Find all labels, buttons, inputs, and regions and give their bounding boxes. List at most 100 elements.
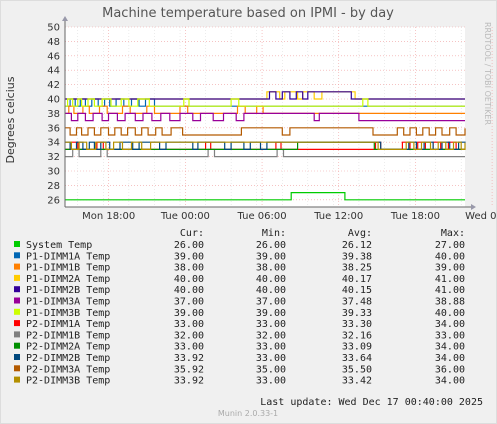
legend-value: 40.00 bbox=[435, 308, 465, 319]
legend-value: 26.00 bbox=[256, 240, 286, 251]
legend-value: 35.00 bbox=[256, 364, 286, 375]
y-axis-label: Degrees celcius bbox=[4, 76, 17, 163]
legend-value: 40.00 bbox=[256, 285, 286, 296]
legend-name: P1-DIMM2B Temp bbox=[26, 285, 110, 296]
legend-name: P2-DIMM2B Temp bbox=[26, 353, 110, 364]
x-tick-label: Tue 06:00 bbox=[237, 211, 287, 222]
legend-name: P2-DIMM3A Temp bbox=[26, 364, 110, 375]
y-tick-label: 32 bbox=[47, 152, 60, 163]
legend-swatch bbox=[14, 331, 20, 338]
legend-value: 38.00 bbox=[256, 263, 286, 274]
legend-value: 39.33 bbox=[342, 308, 372, 319]
legend-value: 33.00 bbox=[256, 376, 286, 387]
legend-swatch bbox=[14, 297, 20, 304]
x-tick-label: Tue 12:00 bbox=[313, 211, 363, 222]
legend-swatch bbox=[14, 342, 20, 349]
legend-value: 38.00 bbox=[174, 263, 204, 274]
legend-value: 35.50 bbox=[342, 364, 372, 375]
legend-value: 39.00 bbox=[256, 308, 286, 319]
legend-value: 33.92 bbox=[174, 376, 204, 387]
legend-value: 40.00 bbox=[174, 274, 204, 285]
legend-value: 33.00 bbox=[256, 342, 286, 353]
legend-name: P1-DIMM1A Temp bbox=[26, 251, 110, 262]
legend-value: 33.42 bbox=[342, 376, 372, 387]
legend-swatch bbox=[14, 241, 20, 247]
y-tick-label: 48 bbox=[47, 37, 60, 48]
y-tick-label: 44 bbox=[47, 66, 60, 77]
series-line bbox=[65, 127, 466, 136]
legend-name: P2-DIMM3B Temp bbox=[26, 376, 110, 387]
y-tick-label: 26 bbox=[47, 195, 60, 206]
legend-value: 27.00 bbox=[435, 240, 465, 251]
legend-name: P2-DIMM2A Temp bbox=[26, 342, 110, 353]
legend-name: System Temp bbox=[26, 240, 92, 251]
y-tick-label: 50 bbox=[47, 23, 60, 34]
legend-value: 40.00 bbox=[174, 285, 204, 296]
legend-value: 36.00 bbox=[435, 364, 465, 375]
legend-swatch bbox=[14, 263, 20, 270]
legend-value: 32.00 bbox=[174, 330, 204, 341]
y-axis-arrow bbox=[62, 16, 68, 21]
legend-value: 33.92 bbox=[174, 353, 204, 364]
legend-value: 39.00 bbox=[256, 251, 286, 262]
series-line bbox=[65, 91, 465, 100]
x-tick-label: Mon 18:00 bbox=[82, 211, 135, 222]
legend-name: P1-DIMM2A Temp bbox=[26, 274, 110, 285]
legend-swatch bbox=[14, 376, 20, 383]
legend-value: 37.48 bbox=[342, 297, 372, 308]
chart-title: Machine temperature based on IPMI - by d… bbox=[102, 6, 394, 21]
series-line bbox=[65, 98, 465, 107]
y-tick-label: 40 bbox=[47, 95, 60, 106]
series-line bbox=[65, 192, 465, 201]
legend-value: 38.25 bbox=[342, 263, 372, 274]
legend-header: Min: bbox=[262, 228, 286, 239]
legend-swatch bbox=[14, 320, 20, 327]
legend-swatch bbox=[14, 274, 20, 281]
y-tick-label: 42 bbox=[47, 80, 60, 91]
x-axis-arrow bbox=[471, 204, 476, 210]
legend-value: 33.09 bbox=[342, 342, 372, 353]
series-line bbox=[65, 141, 466, 150]
y-tick-label: 30 bbox=[47, 167, 60, 178]
legend-value: 33.30 bbox=[342, 319, 372, 330]
legend-header: Cur: bbox=[180, 228, 204, 239]
legend-value: 32.00 bbox=[256, 330, 286, 341]
legend-value: 39.00 bbox=[174, 308, 204, 319]
legend-name: P2-DIMM1A Temp bbox=[26, 319, 110, 330]
legend-header: Max: bbox=[441, 228, 465, 239]
legend-value: 39.00 bbox=[435, 263, 465, 274]
legend-value: 38.88 bbox=[435, 297, 465, 308]
legend-name: P1-DIMM1B Temp bbox=[26, 263, 110, 274]
legend-header: Avg: bbox=[348, 228, 372, 239]
y-tick-label: 38 bbox=[47, 109, 60, 120]
plot-area bbox=[65, 27, 465, 207]
legend-value: 33.00 bbox=[174, 342, 204, 353]
vendor-label: RRDTOOL / TOBI OETIKER bbox=[483, 22, 492, 125]
legend-value: 32.16 bbox=[342, 330, 372, 341]
legend-name: P2-DIMM1B Temp bbox=[26, 330, 110, 341]
legend-value: 34.00 bbox=[435, 342, 465, 353]
legend-value: 33.00 bbox=[256, 353, 286, 364]
series-line bbox=[65, 112, 465, 122]
x-tick-label: Tue 18:00 bbox=[390, 211, 440, 222]
y-tick-label: 28 bbox=[47, 181, 60, 192]
munin-footer: Munin 2.0.33-1 bbox=[218, 409, 278, 418]
legend-value: 41.00 bbox=[435, 285, 465, 296]
legend-value: 33.00 bbox=[256, 319, 286, 330]
legend-swatch bbox=[14, 365, 20, 372]
legend-value: 40.15 bbox=[342, 285, 372, 296]
legend-swatch bbox=[14, 286, 20, 293]
legend-value: 34.00 bbox=[435, 319, 465, 330]
legend-value: 34.00 bbox=[435, 353, 465, 364]
legend-value: 37.00 bbox=[174, 297, 204, 308]
legend-name: P1-DIMM3A Temp bbox=[26, 297, 110, 308]
legend-value: 41.00 bbox=[435, 274, 465, 285]
legend-value: 39.38 bbox=[342, 251, 372, 262]
x-tick-label: Wed 00:00 bbox=[465, 211, 497, 222]
legend-value: 34.00 bbox=[435, 376, 465, 387]
legend-value: 35.92 bbox=[174, 364, 204, 375]
legend-name: P1-DIMM3B Temp bbox=[26, 308, 110, 319]
legend-value: 33.64 bbox=[342, 353, 372, 364]
